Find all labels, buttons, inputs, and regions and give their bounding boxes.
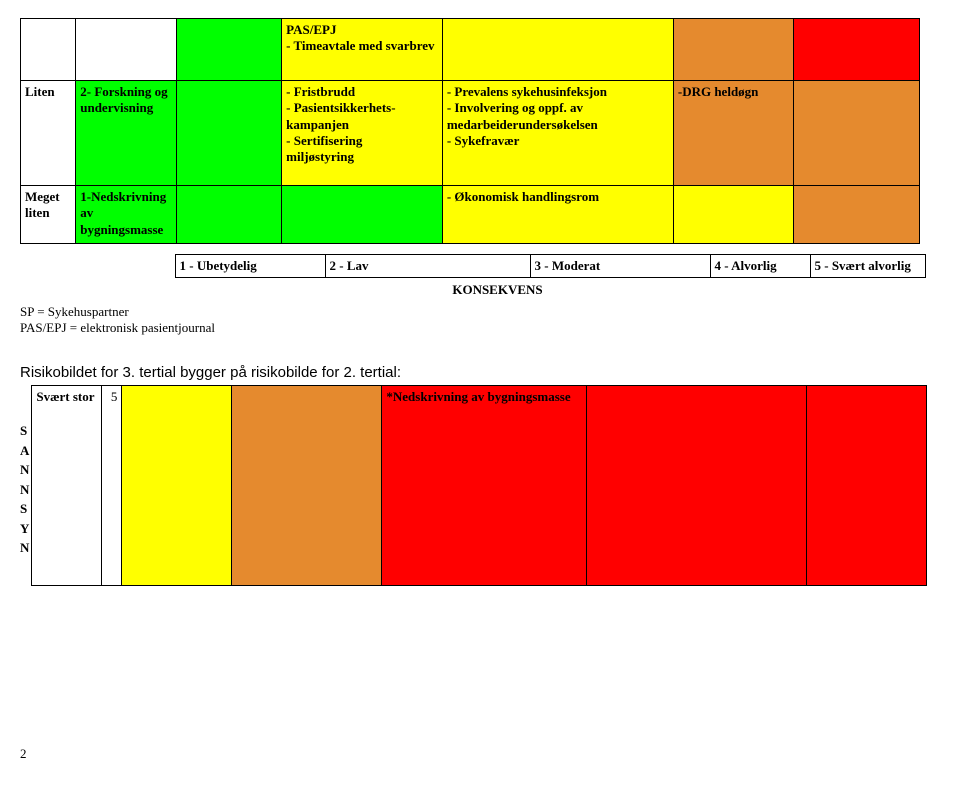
cell: - Prevalens sykehusinfeksjon- Involverin… (442, 81, 673, 186)
cell (673, 186, 794, 244)
cell (442, 19, 673, 81)
cell: 2- Forskning og undervisning (76, 81, 176, 186)
cell (76, 19, 176, 81)
axis-letter: S (20, 421, 29, 441)
cell: PAS/EPJ- Timeavtale med svarbrev (282, 19, 443, 81)
axis-letter: N (20, 538, 29, 558)
cell: 5 - Svært alvorlig (810, 255, 925, 278)
vertical-axis-label: SANNSYN (20, 421, 29, 558)
axis-letter: N (20, 460, 29, 480)
legend: SP = Sykehuspartner PAS/EPJ = elektronis… (20, 304, 940, 336)
axis-letter: Y (20, 519, 29, 539)
cell: Svært stor (32, 386, 102, 586)
risk-matrix-table-1: PAS/EPJ- Timeavtale med svarbrev Liten2- … (20, 18, 920, 244)
section-heading: Risikobildet for 3. tertial bygger på ri… (20, 364, 940, 381)
axis-label-konsekvens: KONSEKVENS (75, 282, 920, 298)
legend-line-2: PAS/EPJ = elektronisk pasientjournal (20, 320, 940, 336)
axis-letter: A (20, 441, 29, 461)
cell (122, 386, 232, 586)
cell (794, 81, 920, 186)
cell: 1 - Ubetydelig (175, 255, 325, 278)
risk-matrix-table-2: Svært stor5 *Nedskrivning av bygningsmass… (31, 385, 927, 586)
cell (794, 186, 920, 244)
cell (176, 81, 281, 186)
cell: Meget liten (21, 186, 76, 244)
cell (794, 19, 920, 81)
cell: - Fristbrudd- Pasientsikkerhets- kampanj… (282, 81, 443, 186)
cell: 4 - Alvorlig (710, 255, 810, 278)
cell (176, 186, 281, 244)
risk-matrix-scale-row: 1 - Ubetydelig2 - Lav3 - Moderat4 - Alvo… (20, 254, 926, 278)
cell: - Økonomisk handlingsrom (442, 186, 673, 244)
cell (587, 386, 807, 586)
cell: -DRG heldøgn (673, 81, 794, 186)
cell (176, 19, 281, 81)
page-number: 2 (20, 746, 940, 762)
cell: *Nedskrivning av bygningsmasse (382, 386, 587, 586)
cell: 5 (102, 386, 122, 586)
legend-line-1: SP = Sykehuspartner (20, 304, 940, 320)
axis-letter: N (20, 480, 29, 500)
cell (807, 386, 927, 586)
cell (20, 255, 75, 278)
cell: 2 - Lav (325, 255, 530, 278)
cell (21, 19, 76, 81)
cell (232, 386, 382, 586)
cell (282, 186, 443, 244)
cell: Liten (21, 81, 76, 186)
axis-letter: S (20, 499, 29, 519)
cell: 1-Nedskrivning av bygningsmasse (76, 186, 176, 244)
cell: 3 - Moderat (530, 255, 710, 278)
cell (75, 255, 175, 278)
cell (673, 19, 794, 81)
